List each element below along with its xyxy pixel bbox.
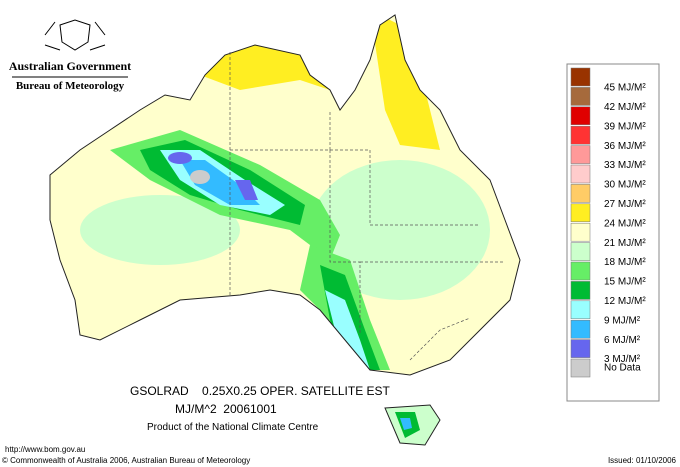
legend-label: 36 MJ/M² [604, 141, 646, 152]
legend-label: 39 MJ/M² [604, 121, 646, 132]
legend-label: 42 MJ/M² [604, 102, 646, 113]
footer-copyright: © Commonwealth of Australia 2006, Austra… [2, 456, 250, 465]
legend-label: 45 MJ/M² [604, 83, 646, 94]
legend-label: 18 MJ/M² [604, 257, 646, 268]
legend-swatch [570, 358, 591, 378]
legend-label: 12 MJ/M² [604, 296, 646, 307]
legend-label: 30 MJ/M² [604, 180, 646, 191]
legend-swatch [570, 222, 591, 242]
government-name: Australian Government [9, 59, 131, 73]
caption-product: GSOLRAD 0.25X0.25 OPER. SATELLITE EST [130, 384, 391, 398]
bureau-name: Bureau of Meteorology [16, 80, 125, 92]
legend-swatch [570, 261, 591, 281]
legend-swatch [570, 319, 591, 339]
legend-swatch [570, 203, 591, 223]
legend-swatch [570, 125, 591, 145]
legend-label: 33 MJ/M² [604, 160, 646, 171]
crest [44, 19, 106, 51]
legend-swatch [570, 67, 591, 87]
footer-issued: Issued: 01/10/2006 [608, 456, 677, 465]
legend-swatch [570, 106, 591, 126]
legend-label: 6 MJ/M² [604, 335, 641, 346]
legend-label: 9 MJ/M² [604, 315, 641, 326]
legend-swatch [570, 164, 591, 184]
legend-label: 3 MJ/M² [604, 354, 641, 365]
legend-label: 27 MJ/M² [604, 199, 646, 210]
legend-swatch [570, 184, 591, 203]
legend-swatch [570, 87, 591, 106]
footer-url: http://www.bom.gov.au [5, 445, 85, 454]
legend: 45 MJ/M² 42 MJ/M² 39 MJ/M² 36 MJ/M² 33 MJ/M²… [570, 67, 646, 378]
legend-label: 21 MJ/M² [604, 238, 646, 249]
legend-label: No Data [604, 363, 641, 374]
legend-swatch [570, 242, 591, 261]
legend-label: 15 MJ/M² [604, 277, 646, 288]
legend-swatch [570, 145, 591, 164]
caption-source: Product of the National Climate Centre [147, 422, 319, 433]
caption-units-date: MJ/M^2 20061001 [175, 402, 277, 416]
legend-swatch [570, 281, 591, 300]
legend-label: 24 MJ/M² [604, 218, 646, 229]
legend-swatch [570, 300, 591, 320]
legend-swatch [570, 339, 591, 358]
